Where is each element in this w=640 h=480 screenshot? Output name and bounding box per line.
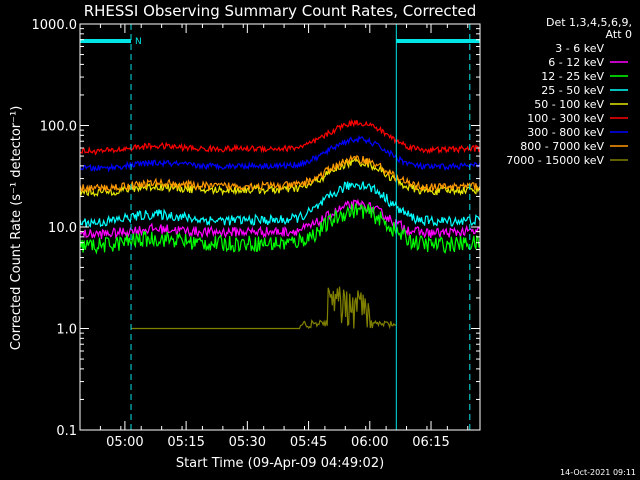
legend-header: Det 1,3,4,5,6,9, — [546, 16, 632, 29]
series-line-8 — [80, 154, 480, 193]
legend-label: 100 - 300 keV — [527, 112, 604, 125]
night-bar-label: N — [135, 37, 142, 47]
series-line-7 — [80, 134, 480, 173]
series-line-3 — [80, 203, 480, 255]
y-tick-label: 1000.0 — [32, 18, 78, 33]
series-line-1 — [80, 229, 480, 305]
night-bar — [80, 39, 132, 43]
legend-label: 7000 - 15000 keV — [506, 154, 604, 167]
series-layer — [80, 118, 480, 330]
x-axis-label: Start Time (09-Apr-09 04:49:02) — [176, 456, 384, 471]
x-tick-label: 06:15 — [412, 435, 449, 450]
series-line-4 — [80, 181, 480, 228]
x-tick-label: 05:45 — [290, 435, 327, 450]
x-tick-label: 05:30 — [229, 435, 266, 450]
x-tick-label: 06:00 — [351, 435, 388, 450]
y-tick-label: 10.0 — [48, 221, 77, 236]
legend-label: 800 - 7000 keV — [520, 140, 604, 153]
legend-label: 300 - 800 keV — [527, 126, 604, 139]
legend-label: 6 - 12 keV — [548, 56, 604, 69]
chart-title: RHESSI Observing Summary Count Rates, Co… — [84, 2, 477, 20]
y-tick-label: 100.0 — [40, 120, 77, 135]
series-line-9 — [131, 286, 396, 330]
night-bar — [396, 39, 480, 43]
x-tick-label: 05:00 — [106, 435, 143, 450]
series-line-6 — [80, 118, 480, 156]
y-tick-label: 0.1 — [56, 424, 77, 439]
y-tick-label: 1.0 — [56, 323, 77, 338]
legend-label: 25 - 50 keV — [541, 84, 604, 97]
legend-label: 50 - 100 keV — [534, 98, 604, 111]
legend-label: 3 - 6 keV — [555, 42, 604, 55]
legend-header: Att 0 — [606, 28, 632, 41]
series-line-2 — [80, 198, 480, 240]
y-axis-label: Corrected Count Rate (s⁻¹ detector⁻¹) — [9, 106, 24, 351]
legend-label: 12 - 25 keV — [541, 70, 604, 83]
footer-date: 14-Oct-2021 09:11 — [560, 468, 636, 477]
series-line-5 — [80, 157, 480, 197]
x-tick-label: 05:15 — [167, 435, 204, 450]
axes: 0.1 1.0 10.0 100.0 1000.0 05:00 05:15 05:30 05:4… — [32, 18, 481, 450]
